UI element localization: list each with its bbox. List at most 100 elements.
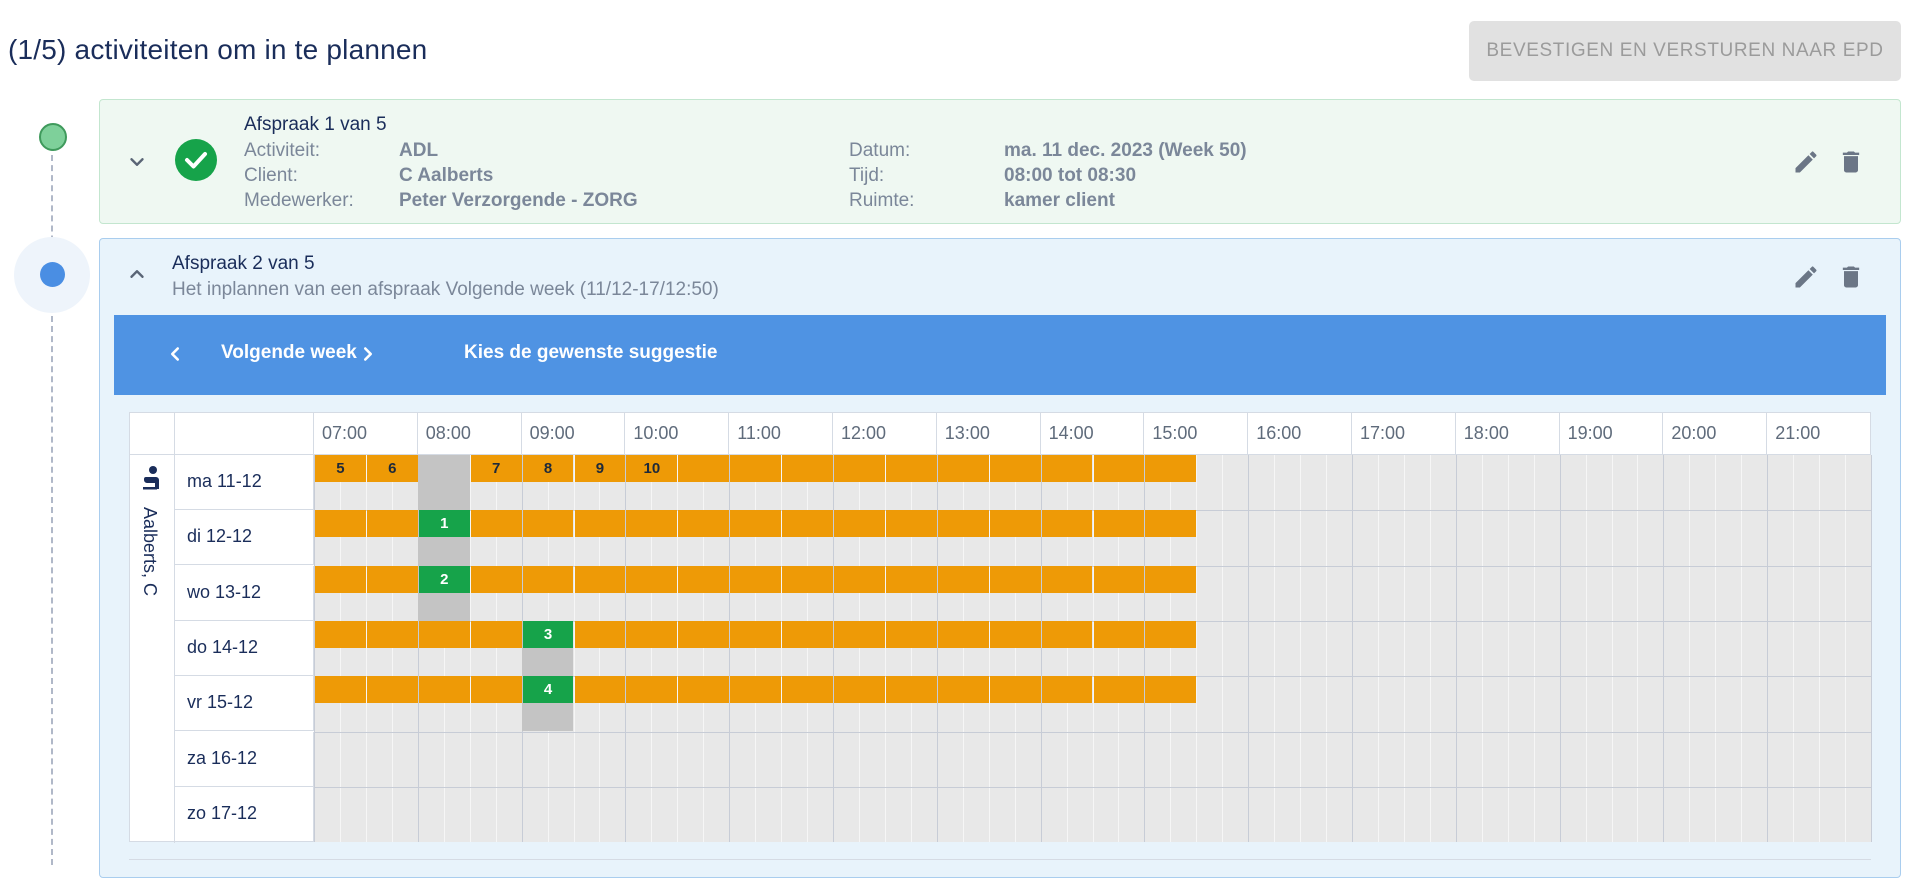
suggestion-slot[interactable]: 6 (366, 455, 418, 482)
suggestion-slot[interactable]: 7 (470, 455, 522, 482)
chevron-left-icon[interactable] (164, 343, 186, 365)
available-slot[interactable] (1145, 455, 1197, 482)
available-slot[interactable] (937, 510, 989, 538)
available-slot[interactable] (366, 676, 418, 704)
available-slot[interactable] (522, 565, 574, 593)
available-slot[interactable] (834, 565, 885, 593)
available-slot[interactable] (782, 565, 833, 593)
available-slot[interactable] (470, 565, 522, 593)
available-slot[interactable] (989, 565, 1041, 593)
available-slot[interactable] (885, 510, 937, 538)
available-slot[interactable] (834, 620, 885, 648)
chevron-right-icon[interactable] (357, 343, 379, 365)
available-slot[interactable] (1145, 676, 1197, 704)
available-slot[interactable] (678, 676, 730, 704)
available-slot[interactable] (574, 620, 626, 648)
suggestion-slot[interactable]: 5 (315, 455, 366, 482)
suggestion-slot[interactable]: 3 (522, 620, 574, 648)
available-slot[interactable] (626, 510, 678, 538)
available-slot[interactable] (678, 620, 730, 648)
available-slot[interactable] (782, 620, 833, 648)
available-slot[interactable] (574, 676, 626, 704)
suggestion-slot[interactable]: 4 (522, 676, 574, 704)
room-label: Ruimte: (849, 190, 915, 211)
available-slot[interactable] (626, 620, 678, 648)
available-slot[interactable] (470, 510, 522, 538)
available-slot[interactable] (470, 676, 522, 704)
available-slot[interactable] (1041, 455, 1093, 482)
suggestion-slot[interactable]: 10 (626, 455, 678, 482)
available-slot[interactable] (315, 676, 366, 704)
available-slot[interactable] (834, 676, 885, 704)
available-slot[interactable] (937, 620, 989, 648)
available-slot[interactable] (782, 676, 833, 704)
available-slot[interactable] (1093, 620, 1145, 648)
delete-icon[interactable] (1837, 263, 1865, 291)
available-slot[interactable] (937, 676, 989, 704)
hour-header-cell: 11:00 (729, 413, 833, 455)
grid-line (495, 455, 497, 842)
available-slot[interactable] (885, 565, 937, 593)
available-slot[interactable] (678, 510, 730, 538)
available-slot[interactable] (315, 565, 366, 593)
grid-line (1377, 455, 1379, 842)
available-slot[interactable] (522, 510, 574, 538)
available-slot[interactable] (418, 676, 470, 704)
available-slot[interactable] (730, 455, 782, 482)
available-slot[interactable] (885, 455, 937, 482)
available-slot[interactable] (366, 510, 418, 538)
available-slot[interactable] (1041, 676, 1093, 704)
available-slot[interactable] (989, 620, 1041, 648)
available-slot[interactable] (1041, 565, 1093, 593)
available-slot[interactable] (626, 565, 678, 593)
available-slot[interactable] (730, 676, 782, 704)
suggestion-slot[interactable]: 8 (522, 455, 574, 482)
available-slot[interactable] (678, 565, 730, 593)
suggestion-slot[interactable]: 2 (418, 565, 470, 593)
suggestion-slot[interactable]: 1 (418, 510, 470, 538)
available-slot[interactable] (782, 510, 833, 538)
edit-icon[interactable] (1792, 263, 1820, 291)
available-slot[interactable] (315, 620, 366, 648)
available-slot[interactable] (1145, 620, 1197, 648)
day-row-label: ma 11-12 (175, 455, 314, 510)
available-slot[interactable] (937, 565, 989, 593)
available-slot[interactable] (1145, 565, 1197, 593)
available-slot[interactable] (366, 620, 418, 648)
available-slot[interactable] (1093, 510, 1145, 538)
edit-icon[interactable] (1792, 148, 1820, 176)
available-slot[interactable] (834, 455, 885, 482)
available-slot[interactable] (1093, 676, 1145, 704)
delete-icon[interactable] (1837, 148, 1865, 176)
available-slot[interactable] (885, 676, 937, 704)
available-slot[interactable] (418, 620, 470, 648)
confirm-send-epd-button[interactable]: BEVESTIGEN EN VERSTUREN NAAR EPD (1469, 21, 1901, 81)
available-slot[interactable] (1145, 510, 1197, 538)
available-slot[interactable] (782, 455, 833, 482)
available-slot[interactable] (730, 620, 782, 648)
available-slot[interactable] (1093, 455, 1145, 482)
available-slot[interactable] (366, 565, 418, 593)
grid-line (1118, 455, 1120, 842)
available-slot[interactable] (730, 565, 782, 593)
available-slot[interactable] (626, 676, 678, 704)
available-slot[interactable] (574, 565, 626, 593)
chevron-down-icon[interactable] (126, 151, 148, 173)
suggestion-slot[interactable]: 9 (574, 455, 626, 482)
available-slot[interactable] (574, 510, 626, 538)
chevron-up-icon[interactable] (126, 263, 148, 285)
available-slot[interactable] (315, 510, 366, 538)
available-slot[interactable] (989, 676, 1041, 704)
available-slot[interactable] (678, 455, 730, 482)
available-slot[interactable] (1041, 620, 1093, 648)
available-slot[interactable] (834, 510, 885, 538)
instruction-text: Kies de gewenste suggestie (464, 342, 718, 363)
available-slot[interactable] (1041, 510, 1093, 538)
available-slot[interactable] (989, 510, 1041, 538)
available-slot[interactable] (730, 510, 782, 538)
available-slot[interactable] (1093, 565, 1145, 593)
available-slot[interactable] (470, 620, 522, 648)
available-slot[interactable] (885, 620, 937, 648)
available-slot[interactable] (937, 455, 989, 482)
available-slot[interactable] (989, 455, 1041, 482)
